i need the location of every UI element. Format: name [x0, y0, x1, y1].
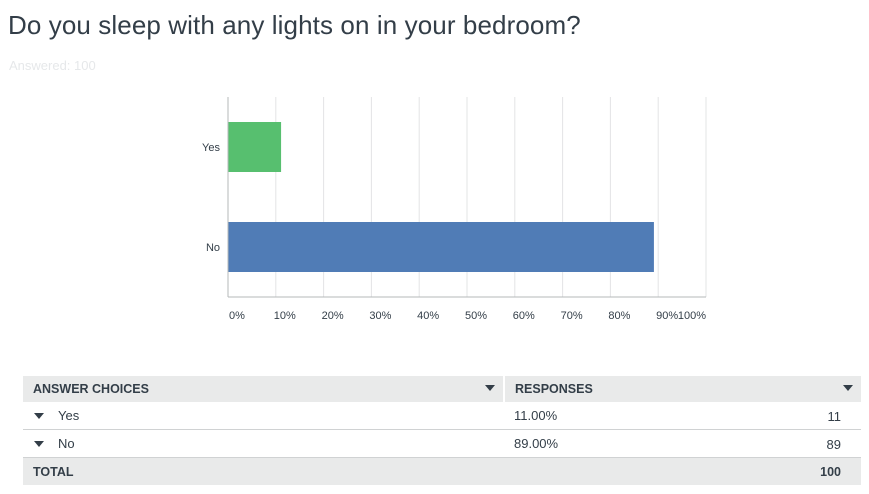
bar-chart: 0% 10% 20% 30% 40% 50% 60% 70% 80% 90% 100% Yes No	[202, 97, 707, 322]
question-title: Do you sleep with any lights on in your …	[8, 10, 581, 40]
response-percent: 11.00%	[514, 408, 558, 423]
x-tick-label: 90%	[656, 310, 678, 322]
answer-choice-cell: No	[23, 429, 504, 458]
answer-choice-label: No	[58, 436, 75, 451]
answer-choice-label: Yes	[58, 408, 80, 423]
table-row: Yes 11.00% 11	[23, 402, 861, 430]
total-label: TOTAL	[23, 457, 504, 485]
x-tick-label: 100%	[678, 310, 706, 322]
x-tick-label: 10%	[274, 310, 296, 322]
x-tick-label: 30%	[369, 310, 391, 322]
total-count: 100	[820, 465, 841, 479]
response-cell: 11.00% 11	[504, 402, 861, 430]
x-tick-label: 70%	[561, 310, 583, 322]
total-cell: 100	[504, 457, 861, 485]
response-percent: 89.00%	[514, 436, 559, 451]
x-tick-label: 40%	[417, 310, 439, 322]
header-answer-choices-label: ANSWER CHOICES	[33, 382, 149, 396]
response-count: 11	[827, 409, 842, 424]
response-count: 89	[826, 437, 841, 452]
header-responses[interactable]: RESPONSES	[504, 376, 861, 402]
chart-labels: 0% 10% 20% 30% 40% 50% 60% 70% 80% 90% 100% Yes No	[202, 142, 706, 322]
x-tick-label: 20%	[322, 310, 344, 322]
sort-responses-icon[interactable]	[843, 385, 853, 391]
x-tick-label: 0%	[229, 310, 245, 322]
header-answer-choices[interactable]: ANSWER CHOICES	[23, 376, 505, 402]
total-row: TOTAL 100	[23, 457, 861, 485]
header-responses-label: RESPONSES	[515, 382, 593, 396]
x-tick-label: 80%	[608, 310, 630, 322]
results-table: ANSWER CHOICES RESPONSES Yes 11.00% 11 N…	[23, 376, 861, 485]
x-tick-label: 60%	[513, 310, 535, 322]
answered-count: Answered: 100	[9, 58, 96, 73]
expand-row-icon[interactable]	[34, 413, 44, 420]
bar[interactable]	[228, 222, 654, 272]
answer-choice-cell: Yes	[23, 402, 504, 430]
chart-bars	[228, 122, 654, 272]
y-category-label: No	[206, 242, 220, 254]
expand-row-icon[interactable]	[34, 441, 44, 448]
y-category-label: Yes	[202, 142, 220, 154]
x-tick-label: 50%	[465, 310, 487, 322]
table-row: No 89.00% 89	[23, 429, 861, 458]
sort-answer-choices-icon[interactable]	[485, 385, 495, 391]
bar[interactable]	[228, 122, 282, 172]
response-cell: 89.00% 89	[504, 429, 861, 458]
